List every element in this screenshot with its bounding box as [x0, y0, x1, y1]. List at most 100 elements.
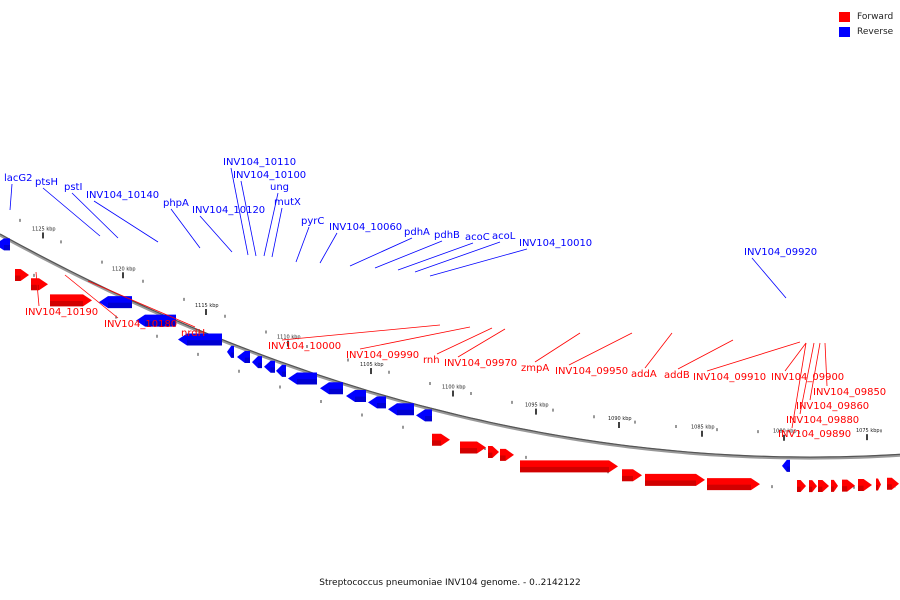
gene-arrow-body	[368, 396, 386, 409]
gene-arrow-body	[782, 459, 790, 472]
leader-line	[751, 257, 787, 299]
gene-arrow-shade	[231, 352, 234, 358]
scale-tick-label: 1120 kbp	[112, 266, 136, 272]
leader-line	[397, 242, 474, 271]
label-inv104-09920: INV104_09920	[744, 247, 817, 258]
gene-arrow-shade	[377, 402, 386, 409]
label-zmpa: zmpA	[521, 363, 549, 374]
leader-line	[534, 332, 581, 363]
gene-arrow-body	[388, 403, 414, 416]
gene-arrow-shade	[397, 409, 414, 416]
label-addb: addB	[664, 370, 690, 381]
leader-line	[809, 342, 821, 401]
leader-line	[240, 180, 257, 257]
reverse-gene-arrow	[136, 314, 176, 327]
label-inv104-10110: INV104_10110	[223, 157, 296, 168]
legend-forward: Forward	[839, 9, 893, 24]
leader-line	[35, 271, 40, 307]
gene-arrow-shade	[460, 448, 477, 454]
gene-arrow-body	[31, 278, 48, 291]
gene-arrow-shade	[809, 486, 813, 493]
forward-gene-arrow	[500, 448, 514, 461]
label-inv104-10100: INV104_10100	[233, 170, 306, 181]
forward-gene-arrow	[622, 469, 642, 482]
gene-arrow-shade	[329, 388, 343, 395]
gene-arrow-body	[288, 372, 317, 385]
scale-tick-label: 1080 kbp	[773, 429, 797, 435]
gene-arrow-body	[876, 478, 881, 491]
label-pyrc: pyrC	[301, 216, 324, 227]
label-rnh: rnh	[423, 355, 440, 366]
gene-arrow-body	[276, 364, 286, 377]
label-inv104-09860: INV104_09860	[796, 401, 869, 412]
reverse-gene-arrow	[264, 360, 275, 373]
label-inv104-09880: INV104_09880	[786, 415, 859, 426]
reverse-gene-arrow	[99, 296, 132, 309]
gene-arrow-shade	[145, 321, 176, 327]
forward-gene-arrow	[645, 473, 705, 486]
reverse-gene-arrow	[346, 389, 366, 402]
leader-line	[791, 342, 807, 429]
scale-tick-label: 1125 kbp	[32, 226, 56, 232]
legend-reverse: Reverse	[839, 24, 893, 39]
gene-arrow-body	[227, 345, 234, 358]
leader-line	[271, 207, 283, 258]
reverse-gene-arrow	[416, 409, 432, 422]
forward-gene-arrow	[809, 480, 817, 493]
label-inv104-10190: INV104_10190	[25, 307, 98, 318]
forward-gene-arrow	[707, 478, 760, 491]
reverse-gene-arrow	[288, 372, 317, 385]
gene-arrow-body	[178, 333, 222, 346]
forward-gene-arrow	[460, 441, 486, 454]
label-inv104-10140: INV104_10140	[86, 190, 159, 201]
axis-layer: 1125 kbp 1120 kbp 1115 kbp 1110 kbp 1105 kbp…	[0, 218, 900, 490]
leader-line	[281, 324, 441, 341]
gene-arrow-body	[416, 409, 432, 422]
gene-arrow-shade	[50, 300, 83, 307]
reverse-gene-arrow	[368, 396, 386, 409]
leader-line	[42, 187, 101, 237]
gene-arrow-body	[432, 433, 450, 446]
gene-arrow-body	[858, 479, 872, 492]
reverse-swatch	[839, 26, 850, 37]
label-inv104-09970: INV104_09970	[444, 358, 517, 369]
gene-arrow-body	[831, 479, 838, 492]
label-pdhb: pdhB	[434, 230, 460, 241]
gene-arrow-shade	[297, 379, 317, 385]
leader-line	[457, 328, 506, 358]
gene-arrow-body	[887, 477, 899, 490]
label-adda: addA	[631, 369, 657, 380]
gene-arrow-body	[15, 268, 29, 281]
reverse-strand-layer	[0, 238, 790, 472]
label-ptsh: ptsH	[35, 177, 58, 188]
reverse-gene-arrow	[252, 356, 262, 369]
genome-backbone-shadow	[0, 233, 900, 460]
scale-tick-label: 1075 kbp	[856, 428, 880, 434]
gene-arrow-shade	[707, 484, 751, 491]
gene-arrow-body	[320, 382, 343, 395]
gene-arrow-shade	[432, 440, 441, 446]
forward-gene-arrow	[50, 294, 92, 307]
gene-arrow-shade	[15, 275, 21, 281]
gene-arrow-body	[264, 360, 275, 373]
reverse-gene-arrow	[388, 403, 414, 416]
gene-arrow-shade	[258, 362, 262, 369]
forward-gene-arrow	[858, 479, 872, 492]
leader-line	[799, 342, 815, 415]
forward-gene-arrow	[842, 479, 855, 492]
strand-legend: Forward Reverse	[839, 9, 893, 39]
forward-gene-arrow	[15, 268, 29, 281]
label-acoc: acoC	[465, 232, 490, 243]
leader-line	[824, 342, 828, 387]
leader-line	[230, 167, 249, 256]
leader-line	[263, 192, 279, 257]
forward-gene-arrow	[797, 480, 806, 493]
leader-line	[429, 248, 528, 277]
leader-line	[706, 341, 801, 372]
leader-line	[170, 208, 201, 249]
legend-reverse-label: Reverse	[857, 26, 894, 37]
leader-line	[319, 232, 338, 264]
gene-arrow-shade	[244, 357, 250, 363]
label-inv104-09890: INV104_09890	[778, 429, 851, 440]
forward-swatch	[839, 11, 850, 22]
